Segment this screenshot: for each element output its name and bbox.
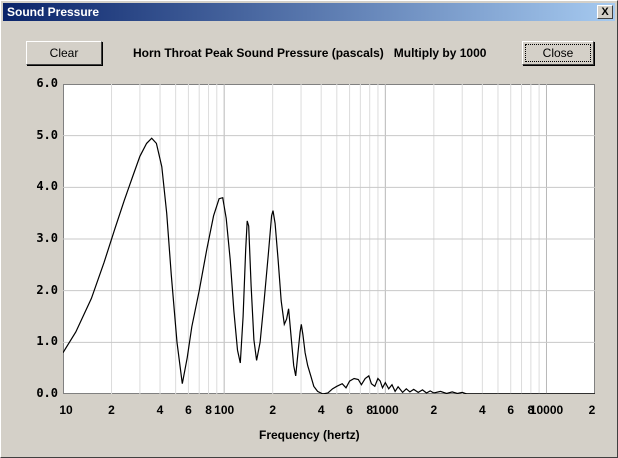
title-bar[interactable]: Sound Pressure X: [3, 3, 615, 21]
y-tick-label: 4.0: [36, 179, 58, 194]
x-tick-label: 8: [527, 403, 535, 417]
x-tick-label: 8: [366, 403, 374, 417]
x-tick-label: 100: [214, 403, 235, 417]
chart-title: Horn Throat Peak Sound Pressure (pascals…: [133, 46, 384, 60]
clear-button[interactable]: Clear: [26, 41, 102, 65]
y-tick-label: 6.0: [36, 76, 58, 90]
chart-heading: Horn Throat Peak Sound Pressure (pascals…: [133, 46, 486, 60]
y-tick-label: 1.0: [36, 334, 58, 349]
y-tick-label: 2.0: [36, 282, 58, 297]
x-tick-label: 2: [269, 403, 277, 417]
x-axis-label: Frequency (hertz): [259, 428, 360, 442]
x-tick-label: 1000: [371, 403, 399, 417]
x-tick-label: 4: [479, 403, 486, 417]
x-tick-label: 10000: [529, 403, 564, 417]
close-button[interactable]: Close: [522, 41, 594, 65]
sound-pressure-chart: [63, 84, 595, 394]
y-tick-label: 5.0: [36, 127, 58, 142]
x-tick-label: 4: [317, 403, 325, 417]
x-tick-label: 6: [346, 403, 353, 417]
x-tick-label: 2: [588, 403, 596, 417]
y-tick-label: 3.0: [36, 231, 58, 245]
series-line: [63, 137, 595, 394]
x-tick-label: 8: [205, 403, 212, 417]
x-tick-label: 10: [59, 403, 73, 417]
chart-multiplier: Multiply by 1000: [393, 46, 487, 60]
y-tick-label: 0.0: [36, 386, 58, 400]
close-icon[interactable]: X: [597, 5, 613, 19]
x-tick-label: 6: [185, 403, 192, 417]
x-tick-label: 4: [156, 403, 164, 417]
window-title: Sound Pressure: [7, 5, 100, 19]
x-tick-label: 6: [507, 403, 515, 417]
x-tick-label: 2: [108, 403, 115, 417]
x-tick-label: 2: [430, 403, 438, 417]
